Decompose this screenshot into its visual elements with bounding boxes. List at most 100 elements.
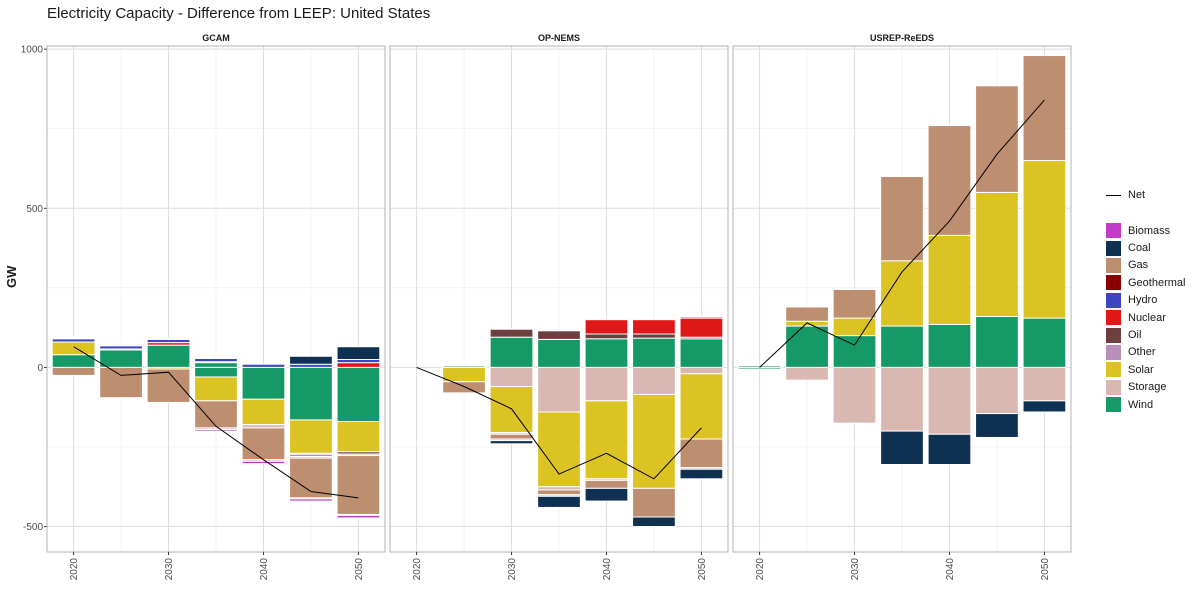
bar-segment-solar (51, 341, 96, 356)
bar-segment-gas (336, 455, 381, 515)
bar-segment-gas (537, 489, 581, 496)
bar-segment-gas (584, 479, 629, 489)
bar-segment-biomass (99, 344, 143, 347)
legend-item-solar: Solar (1106, 361, 1185, 378)
legend-swatch (1106, 240, 1121, 256)
bar-segment-wind (489, 336, 534, 368)
panel-border (389, 45, 729, 553)
panel-strip-label: OP-NEMS (538, 33, 580, 43)
bar-segment-solar (679, 373, 724, 440)
y-tick-label: 0 (37, 363, 43, 374)
bar-segment-coal (1022, 400, 1067, 413)
bar-segment-storage (537, 366, 581, 413)
x-tick-label: 2020 (412, 558, 423, 581)
net-line-key (1106, 194, 1121, 196)
bar-segment-wind (832, 335, 877, 368)
panel-border (46, 45, 386, 553)
net-line (73, 346, 359, 499)
bar-segment-wind (51, 354, 96, 368)
bar-segment-hydro (194, 358, 238, 363)
bar-segment-biomass (336, 514, 381, 519)
legend-label: Oil (1128, 329, 1142, 342)
legend-swatch (1106, 223, 1121, 239)
bar-segment-wind (880, 325, 924, 368)
bar-segment-storage (880, 366, 924, 432)
bar-segment-wind (679, 338, 724, 368)
legend-swatch (1106, 257, 1121, 273)
legend-item-biomass: Biomass (1106, 222, 1185, 239)
y-tick-label: 500 (26, 204, 43, 215)
bar-segment-storage (584, 366, 629, 402)
bar-segment-coal (880, 430, 924, 465)
x-tick-label: 2030 (164, 558, 175, 581)
bar-segment-coal (537, 495, 581, 508)
bar-segment-gas (975, 85, 1019, 193)
net-line (759, 99, 1045, 368)
bar-segment-wind (194, 362, 238, 368)
bar-segment-oil (584, 333, 629, 340)
bar-segment-wind (194, 366, 238, 378)
bar-segment-nuclear (632, 319, 676, 335)
bar-segment-wind (241, 366, 286, 400)
x-tick-label: 2040 (259, 558, 270, 581)
bar-segment-oil (632, 333, 676, 339)
legend-swatch (1106, 275, 1121, 291)
legend-item-coal: Coal (1106, 239, 1185, 256)
bar-segment-storage (489, 366, 534, 388)
bar-segment-oil (537, 330, 581, 340)
bar-segment-gas (880, 175, 924, 262)
bar-segment-gas (1022, 55, 1067, 162)
bar-segment-solar (632, 393, 676, 489)
bar-segment-wind (99, 349, 143, 368)
bar-segment-coal (679, 468, 724, 480)
bar-segment-storage (927, 366, 972, 435)
legend-item-other: Other (1106, 344, 1185, 361)
legend-item-oil: Oil (1106, 326, 1185, 343)
bar-segment-solar (537, 411, 581, 488)
legend: Net Biomass Coal Gas Geothermal Hydro Nuclear… (1106, 188, 1185, 413)
legend-swatch (1106, 327, 1121, 343)
bar-segment-storage (975, 366, 1019, 415)
y-tick-label: -500 (23, 522, 43, 533)
panel-strip-label: GCAM (202, 33, 230, 43)
legend-item-gas: Gas (1106, 257, 1185, 274)
legend-swatch (1106, 362, 1121, 378)
bar-segment-wind (289, 366, 333, 421)
bar-segment-nuclear (679, 317, 724, 338)
bar-segment-other (679, 316, 724, 319)
legend-label: Wind (1128, 398, 1154, 411)
bar-segment-coal (489, 440, 534, 445)
bar-segment-gas (442, 381, 486, 394)
bar-segment-wind (146, 344, 191, 368)
bar-segment-solar (785, 320, 829, 327)
bar-segment-gas (241, 427, 286, 461)
bar-segment-storage (785, 366, 829, 381)
legend-swatch (1106, 344, 1121, 360)
x-tick-label: 2020 (755, 558, 766, 581)
bar-segment-solar (927, 234, 972, 325)
legend-label: Nuclear (1128, 311, 1166, 324)
bar-segment-biomass (51, 335, 96, 338)
bar-segment-biomass (194, 428, 238, 432)
legend-label: Other (1128, 346, 1156, 359)
bar-segment-wind (537, 338, 581, 368)
panel-border (732, 45, 1072, 553)
x-tick-label: 2030 (850, 558, 861, 581)
bar-segment-nuclear (584, 319, 629, 335)
x-tick-label: 2050 (1040, 558, 1051, 581)
bar-segment-coal (289, 355, 333, 365)
bar-segment-gas (51, 366, 96, 376)
x-tick-label: 2040 (602, 558, 613, 581)
bar-segment-storage (632, 366, 676, 395)
bar-segment-wind (584, 338, 629, 368)
y-tick-label: 1000 (21, 45, 44, 56)
bar-segment-solar (975, 191, 1019, 318)
bar-segment-storage (832, 366, 877, 424)
legend-label-net: Net (1128, 189, 1146, 201)
bar-segment-solar (584, 400, 629, 480)
bar-segment-solar (1022, 160, 1067, 319)
bar-segment-gas (194, 400, 238, 429)
legend-item-geothermal: Geothermal (1106, 274, 1185, 291)
bar-segment-biomass (146, 337, 191, 340)
